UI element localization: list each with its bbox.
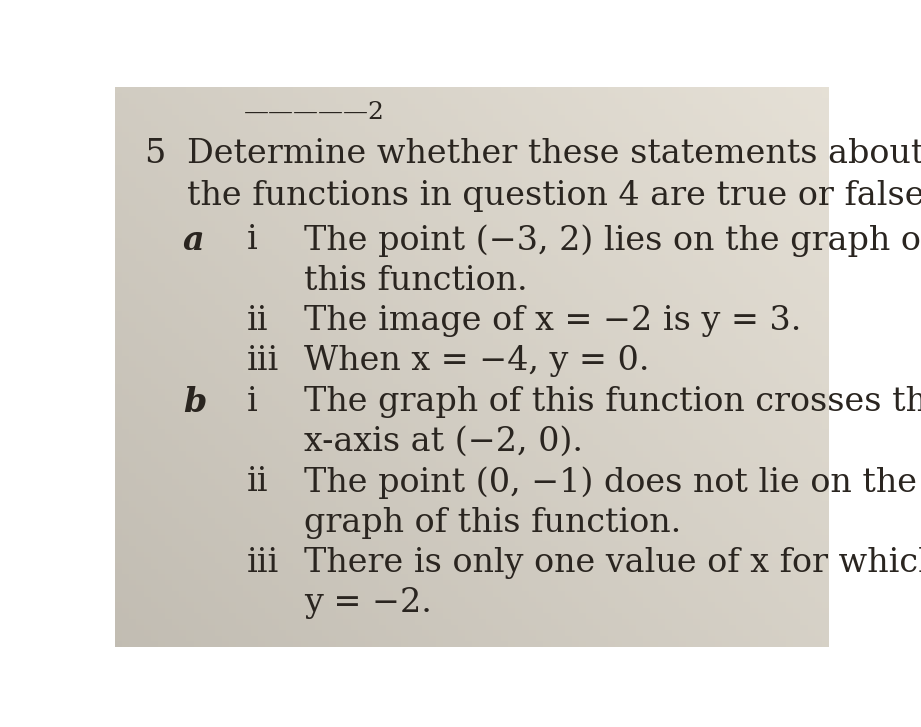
- Text: the functions in question 4 are true or false.: the functions in question 4 are true or …: [186, 180, 921, 212]
- Text: this function.: this function.: [304, 265, 528, 297]
- Text: ii: ii: [247, 466, 269, 498]
- Text: Determine whether these statements about: Determine whether these statements about: [186, 137, 921, 169]
- Text: iii: iii: [247, 345, 279, 377]
- Text: The graph of this function crosses the: The graph of this function crosses the: [304, 385, 921, 417]
- Text: ii: ii: [247, 305, 269, 337]
- Text: There is only one value of x for which: There is only one value of x for which: [304, 547, 921, 579]
- Text: a: a: [183, 225, 204, 257]
- Text: The point (0, −1) does not lie on the: The point (0, −1) does not lie on the: [304, 466, 917, 499]
- Text: b: b: [183, 385, 206, 419]
- Text: i: i: [247, 225, 258, 257]
- Text: i: i: [247, 385, 258, 417]
- Text: x-axis at (−2, 0).: x-axis at (−2, 0).: [304, 426, 583, 458]
- Text: graph of this function.: graph of this function.: [304, 507, 682, 539]
- Text: y = −2.: y = −2.: [304, 587, 432, 619]
- Text: The point (−3, 2) lies on the graph of: The point (−3, 2) lies on the graph of: [304, 225, 921, 257]
- Text: When x = −4, y = 0.: When x = −4, y = 0.: [304, 345, 650, 377]
- Text: The image of x = −2 is y = 3.: The image of x = −2 is y = 3.: [304, 305, 801, 337]
- Text: 5: 5: [144, 137, 165, 169]
- Text: —————2: —————2: [243, 101, 384, 124]
- Text: iii: iii: [247, 547, 279, 579]
